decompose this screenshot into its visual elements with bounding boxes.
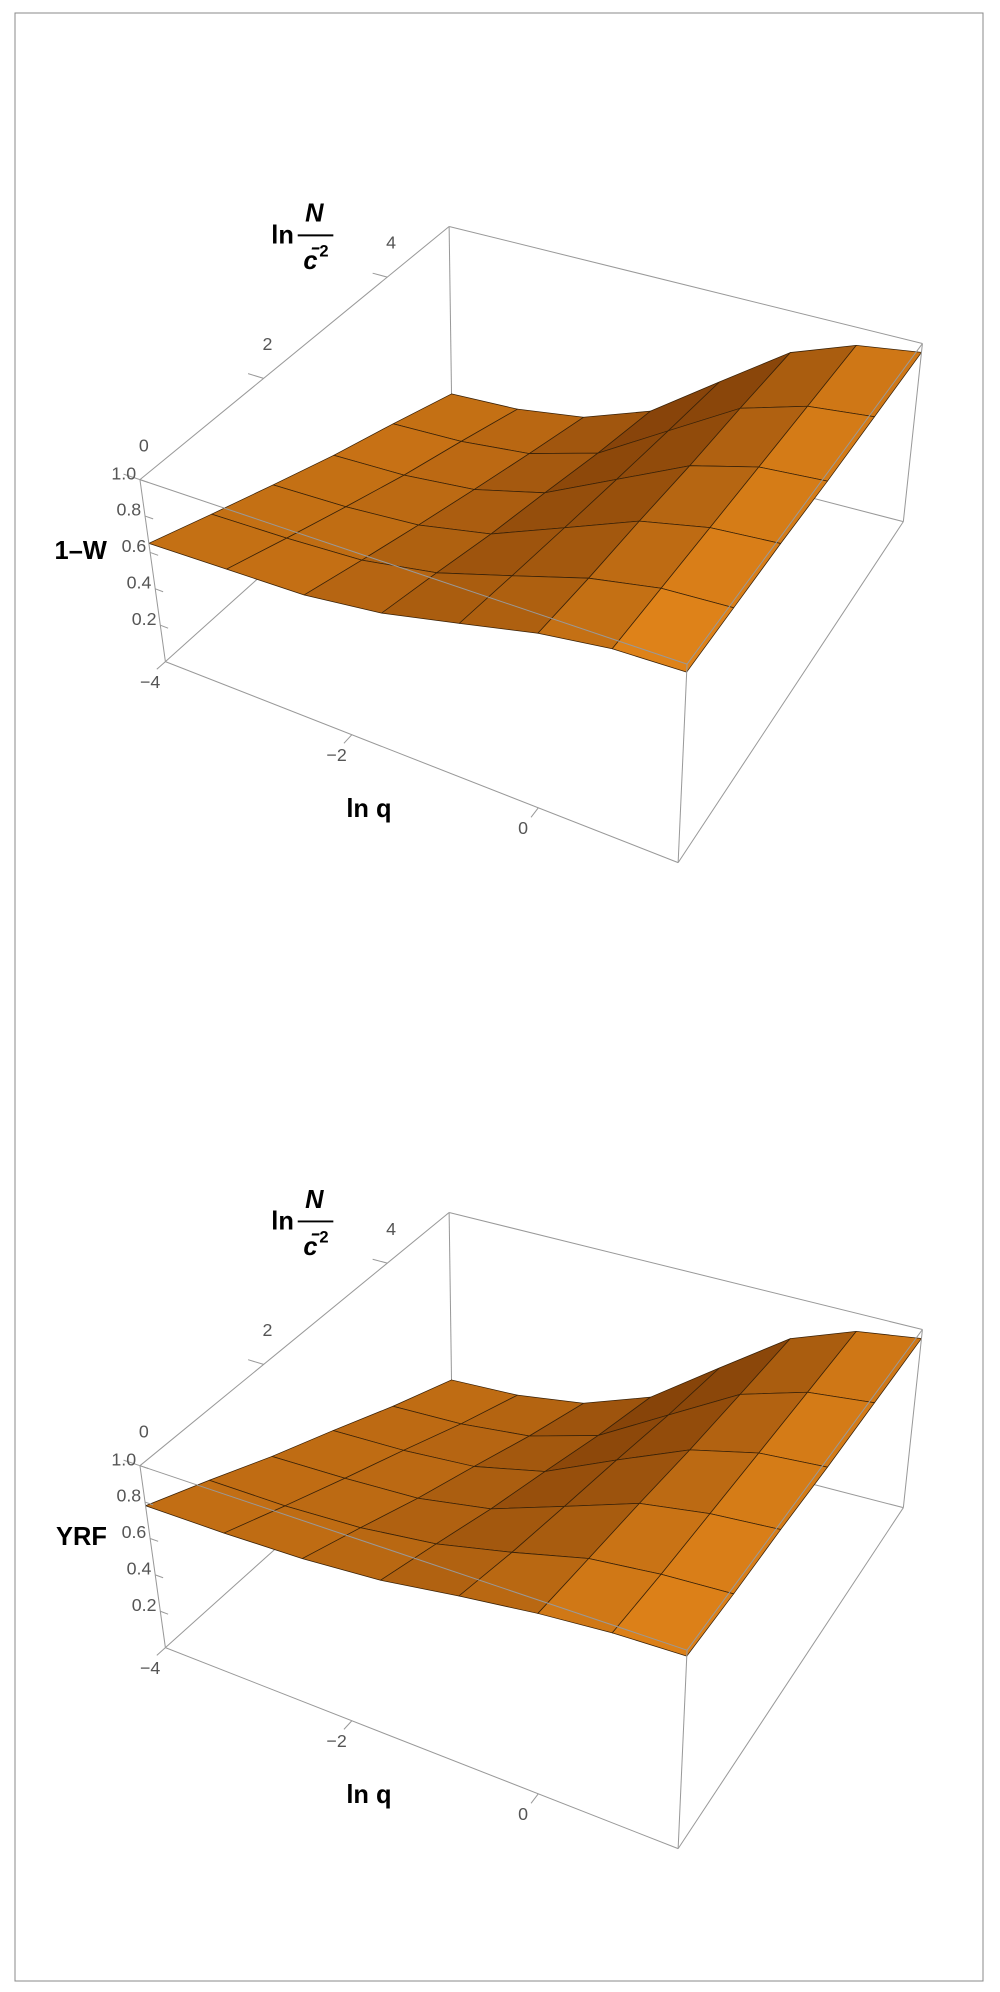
z-tick-label: 0.2 [132, 1595, 157, 1615]
x-tick-label: 0 [518, 818, 528, 838]
z-tick-label: 0.4 [127, 572, 152, 592]
y-axis-label-prefix: ln [271, 1207, 294, 1235]
y-tick-label: 0 [139, 1421, 149, 1441]
x-axis-label: ln q [346, 795, 391, 823]
z-tick-label: 0.2 [132, 609, 157, 629]
box-edge [448, 226, 453, 405]
y-tick [372, 1258, 388, 1264]
y-axis-label-numerator: N [305, 1186, 324, 1214]
y-tick [372, 272, 388, 278]
y-axis-label-numerator: N [305, 200, 324, 228]
x-tick [343, 1720, 353, 1730]
box-edge [139, 226, 450, 481]
z-tick [139, 479, 149, 483]
y-tick [247, 1359, 264, 1365]
box-edge [448, 1212, 453, 1391]
surface-patch [611, 587, 735, 673]
box-edge [139, 479, 166, 662]
z-axis-label: 1–W [55, 537, 107, 565]
y-axis-label-prefix: ln [271, 221, 294, 249]
z-tick [160, 624, 169, 629]
box-edge [677, 664, 688, 863]
z-axis-label: YRF [56, 1523, 107, 1551]
y-tick-label: 2 [262, 334, 272, 354]
z-tick [149, 551, 159, 556]
box-edge [686, 343, 923, 665]
z-tick [139, 1465, 149, 1469]
box-edge [139, 1465, 166, 1648]
z-tick-label: 0.8 [116, 1486, 141, 1506]
z-tick-label: 0.8 [116, 500, 141, 520]
y-axis-label-exponent: 2 [319, 241, 328, 260]
box-edge [677, 1507, 904, 1849]
x-tick [530, 807, 539, 818]
box-edge [677, 1650, 688, 1849]
y-tick [123, 1459, 141, 1467]
z-tick [144, 515, 154, 520]
y-tick-label: 0 [139, 435, 149, 455]
x-tick [156, 1647, 166, 1656]
y-axis-label-denominator: c̄ [303, 1232, 320, 1261]
box-edge [686, 1329, 923, 1651]
z-tick [160, 1610, 169, 1615]
z-tick-label: 0.6 [122, 536, 147, 556]
z-tick [155, 588, 164, 593]
x-tick-label: −4 [140, 1658, 160, 1678]
z-tick-label: 1.0 [111, 1449, 136, 1469]
box-edge [165, 661, 679, 864]
z-tick-label: 0.6 [122, 1522, 147, 1542]
y-tick [247, 373, 264, 379]
box-edge [448, 1212, 923, 1331]
box-edge [448, 225, 923, 345]
x-tick-label: −2 [326, 745, 346, 765]
box-edge [165, 1647, 679, 1850]
x-tick-label: 0 [518, 1804, 528, 1824]
box-edge [902, 343, 923, 522]
box-edge [139, 1465, 688, 1651]
z-tick-label: 0.4 [127, 1558, 152, 1578]
x-tick-label: −4 [140, 672, 160, 692]
y-tick-label: 2 [262, 1320, 272, 1340]
z-tick [155, 1574, 164, 1579]
y-axis-label-denominator: c̄ [303, 246, 320, 275]
x-tick [530, 1793, 539, 1804]
y-axis-label-exponent: 2 [319, 1227, 328, 1246]
box-edge [139, 479, 688, 665]
frame [14, 12, 984, 1982]
y-tick-label: 4 [386, 1219, 396, 1239]
z-tick [144, 1501, 154, 1506]
box-edge [902, 1329, 923, 1508]
x-tick [156, 661, 166, 670]
x-axis-label: ln q [346, 1781, 391, 1809]
z-tick-label: 1.0 [111, 463, 136, 483]
y-tick-label: 4 [386, 233, 396, 253]
x-tick [343, 734, 353, 744]
z-tick [149, 1537, 159, 1542]
y-tick [123, 473, 141, 481]
box-edge [677, 521, 904, 863]
box-edge [139, 1212, 450, 1467]
x-tick-label: −2 [326, 1731, 346, 1751]
